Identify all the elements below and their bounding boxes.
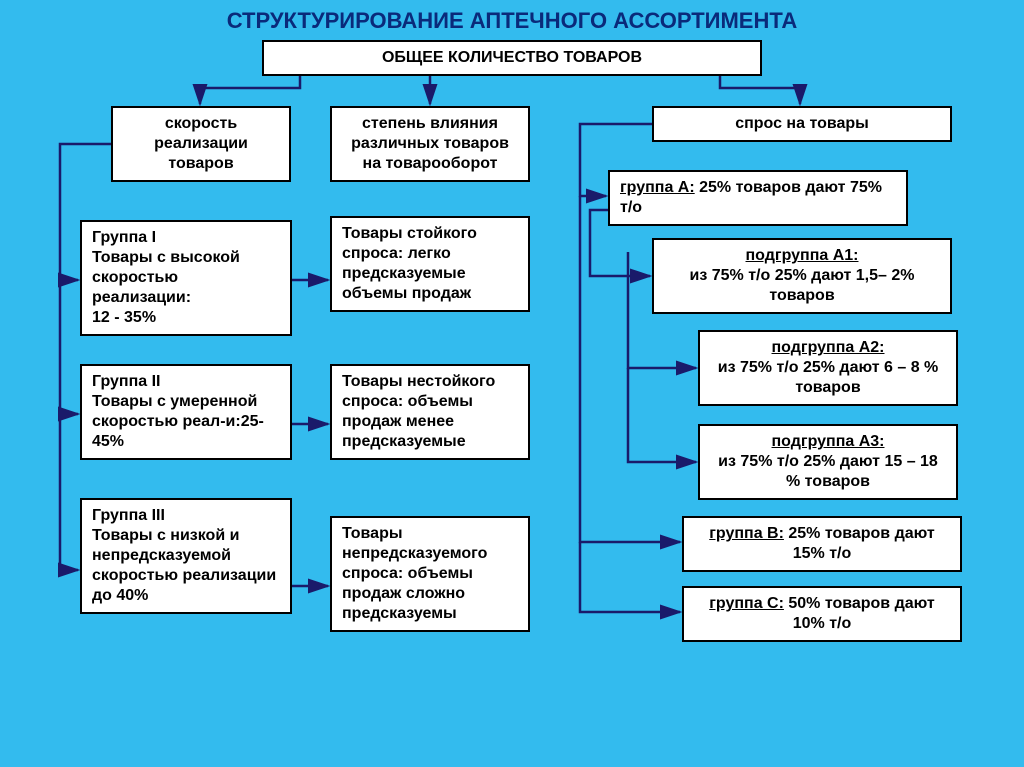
subgroup-a2-label: подгруппа А2:: [772, 339, 885, 356]
col2-t2: Товары нестойкого спроса: объемы продаж …: [330, 364, 530, 460]
col1-g2: Группа II Товары с умеренной скоростью р…: [80, 364, 292, 460]
group-b-label: группа В:: [709, 525, 784, 542]
col1-head: скорость реализации товаров: [111, 106, 291, 182]
col3-group-a: группа А: 25% товаров дают 75% т/о: [608, 170, 908, 226]
col3-group-c: группа С: 50% товаров дают 10% т/о: [682, 586, 962, 642]
subgroup-a3-label: подгруппа А3:: [772, 433, 885, 450]
subgroup-a3-text: из 75% т/о 25% дают 15 – 18 % товаров: [718, 453, 938, 490]
col3-subgroup-a2: подгруппа А2: из 75% т/о 25% дают 6 – 8 …: [698, 330, 958, 406]
col1-g3: Группа III Товары с низкой и непредсказу…: [80, 498, 292, 614]
subgroup-a1-text: из 75% т/о 25% дают 1,5– 2% товаров: [690, 267, 915, 304]
root-box: ОБЩЕЕ КОЛИЧЕСТВО ТОВАРОВ: [262, 40, 762, 76]
subgroup-a2-text: из 75% т/о 25% дают 6 – 8 % товаров: [718, 359, 939, 396]
subgroup-a1-label: подгруппа А1:: [746, 247, 859, 264]
col3-group-b: группа В: 25% товаров дают 15% т/о: [682, 516, 962, 572]
group-b-text: 25% товаров дают 15% т/о: [784, 525, 935, 562]
page-title: СТРУКТУРИРОВАНИЕ АПТЕЧНОГО АССОРТИМЕНТА: [0, 8, 1024, 34]
group-a-label: группа А:: [620, 179, 695, 196]
col3-subgroup-a1: подгруппа А1: из 75% т/о 25% дают 1,5– 2…: [652, 238, 952, 314]
col2-t3: Товары непредсказуемого спроса: объемы п…: [330, 516, 530, 632]
col1-g1: Группа I Товары с высокой скоростью реал…: [80, 220, 292, 336]
col3-head: спрос на товары: [652, 106, 952, 142]
group-c-label: группа С:: [709, 595, 784, 612]
col2-t1: Товары стойкого спроса: легко предсказуе…: [330, 216, 530, 312]
col3-subgroup-a3: подгруппа А3: из 75% т/о 25% дают 15 – 1…: [698, 424, 958, 500]
group-c-text: 50% товаров дают 10% т/о: [784, 595, 935, 632]
col2-head: степень влияния различных товаров на тов…: [330, 106, 530, 182]
